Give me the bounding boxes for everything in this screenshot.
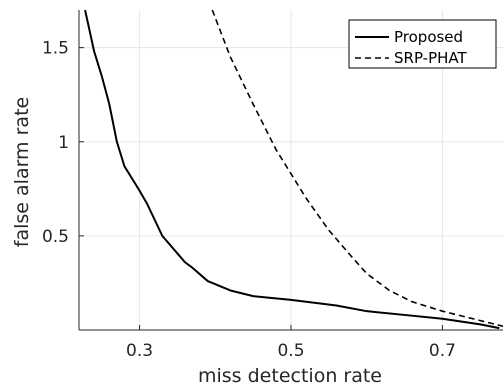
series-lines xyxy=(84,9,503,330)
x-tick-label-1: 0.5 xyxy=(277,341,304,361)
series-line-1 xyxy=(211,9,503,328)
y-axis-label: false alarm rate xyxy=(11,97,33,247)
y-tick-label-0: 0.5 xyxy=(42,227,69,247)
legend-label-proposed: Proposed xyxy=(394,28,463,46)
x-tick-label-2: 0.7 xyxy=(429,341,456,361)
x-tick-label-0: 0.3 xyxy=(126,341,153,361)
x-axis-label: miss detection rate xyxy=(198,365,382,387)
y-tick-label-1: 1 xyxy=(58,133,69,153)
legend: Proposed SRP-PHAT xyxy=(348,19,497,69)
series-line-0 xyxy=(84,9,500,330)
y-tick-label-2: 1.5 xyxy=(42,39,69,59)
legend-box xyxy=(348,19,497,69)
axes xyxy=(78,10,503,331)
legend-label-srp-phat: SRP-PHAT xyxy=(394,49,467,67)
tick-labels: 0.3 0.5 0.7 0.5 1 1.5 xyxy=(42,39,456,361)
